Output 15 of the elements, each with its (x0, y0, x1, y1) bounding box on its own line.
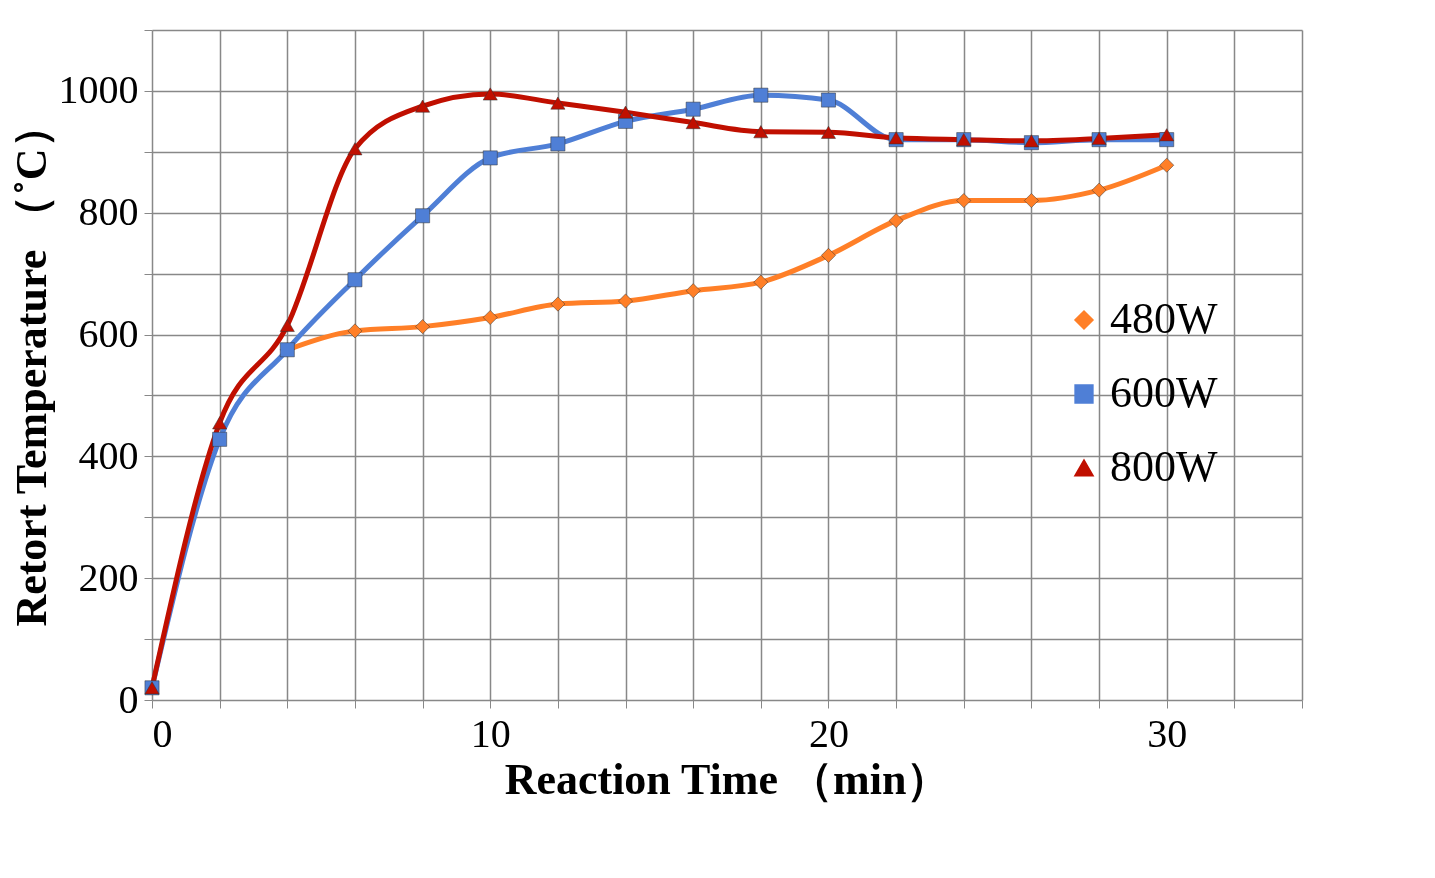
legend-label: 600W (1110, 368, 1218, 417)
y-tick-label: 200 (78, 554, 139, 600)
y-tick-label: 800 (78, 189, 139, 235)
y-tick-label: 1000 (58, 67, 139, 113)
legend-label: 800W (1110, 442, 1218, 491)
y-tick-label: 0 (118, 676, 139, 722)
x-tick-label: 0 (152, 710, 173, 756)
x-axis-title: Reaction Time （min） (504, 754, 951, 804)
y-tick-label: 600 (78, 311, 139, 357)
x-tick-label: 10 (470, 710, 511, 756)
y-tick-label: 400 (78, 432, 139, 478)
x-tick-label: 20 (808, 710, 849, 756)
x-tick-label: 30 (1147, 710, 1188, 756)
y-axis-title: Retort Temperature （˚C） (6, 104, 56, 627)
legend-label: 480W (1110, 294, 1218, 343)
